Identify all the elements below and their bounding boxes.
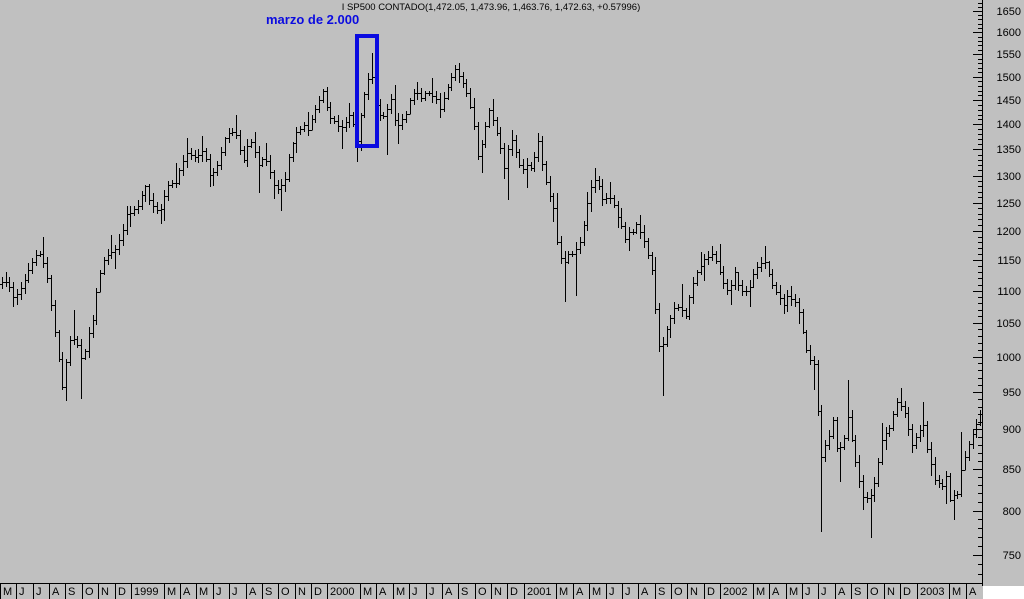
time-axis-label: N: [101, 586, 109, 598]
price-axis-label: 1050: [997, 318, 1021, 330]
time-axis-label: S: [461, 586, 468, 598]
time-axis-label: M: [3, 586, 12, 598]
time-axis-label: J: [216, 586, 222, 598]
time-axis-label: S: [658, 586, 665, 598]
bottom-right-corner: [983, 586, 1024, 599]
time-axis-label: O: [281, 586, 290, 598]
time-axis-label: D: [314, 586, 322, 598]
time-axis-label: M: [396, 586, 405, 598]
time-axis-label: O: [674, 586, 683, 598]
time-axis-label: O: [870, 586, 879, 598]
price-axis-label: 850: [1003, 464, 1021, 476]
time-axis-label: J: [609, 586, 615, 598]
price-axis-label: 1400: [997, 119, 1021, 131]
price-axis-label: 950: [1003, 387, 1021, 399]
time-axis-label: M: [199, 586, 208, 598]
time-axis-label: 2002: [723, 586, 747, 598]
time-axis-label: A: [445, 586, 453, 598]
time-axis-label: M: [363, 586, 372, 598]
time-axis-label: M: [592, 586, 601, 598]
time-axis-label: D: [118, 586, 126, 598]
price-axis-label: 1550: [997, 49, 1021, 61]
time-axis-label: D: [510, 586, 518, 598]
time-axis-label: M: [789, 586, 798, 598]
price-axis-label: 1650: [997, 6, 1021, 18]
annotation-marzo-2000-label[interactable]: marzo de 2.000: [266, 12, 360, 27]
time-axis-label: S: [854, 586, 861, 598]
time-axis-label: 2000: [330, 586, 354, 598]
price-axis-label: 1200: [997, 226, 1021, 238]
time-axis-label: J: [625, 586, 631, 598]
time-axis-label: J: [429, 586, 435, 598]
time-axis-label: O: [478, 586, 487, 598]
time-axis-label: A: [576, 586, 584, 598]
time-axis-label: O: [85, 586, 94, 598]
time-axis-label: J: [821, 586, 827, 598]
price-axis-label: 1350: [997, 144, 1021, 156]
time-axis-label: N: [887, 586, 895, 598]
price-axis-label: 1600: [997, 27, 1021, 39]
price-axis-label: 1500: [997, 72, 1021, 84]
price-axis-label: 800: [1003, 506, 1021, 518]
time-axis-label: 2003: [920, 586, 944, 598]
time-axis-label: A: [52, 586, 60, 598]
time-axis-label: D: [707, 586, 715, 598]
price-axis-label: 1300: [997, 171, 1021, 183]
time-axis-label: M: [756, 586, 765, 598]
time-axis-label: S: [265, 586, 272, 598]
price-axis-label: 1000: [997, 352, 1021, 364]
time-axis-label: J: [232, 586, 238, 598]
chart-title: I SP500 CONTADO(1,472.05, 1,473.96, 1,46…: [341, 2, 641, 13]
price-axis-label: 900: [1003, 424, 1021, 436]
time-axis-label: A: [183, 586, 191, 598]
time-axis-label: N: [494, 586, 502, 598]
time-axis-label: J: [412, 586, 418, 598]
time-axis-label: A: [379, 586, 387, 598]
time-axis-label: J: [19, 586, 25, 598]
price-axis-label: 1250: [997, 198, 1021, 210]
time-axis-label: A: [641, 586, 649, 598]
time-axis-label: A: [838, 586, 846, 598]
time-axis-label: A: [249, 586, 257, 598]
price-axis-label: 1100: [997, 286, 1021, 298]
time-axis-label: 2001: [527, 586, 551, 598]
time-axis-label: A: [772, 586, 780, 598]
price-axis-label: 1450: [997, 95, 1021, 107]
annotation-rectangle[interactable]: [355, 34, 379, 148]
time-axis-label: S: [68, 586, 75, 598]
time-axis-label: N: [690, 586, 698, 598]
time-axis-label: M: [952, 586, 961, 598]
time-axis-label: J: [805, 586, 811, 598]
time-axis-label: 1999: [134, 586, 158, 598]
time-axis-label: M: [559, 586, 568, 598]
price-axis-label: 750: [1003, 550, 1021, 562]
time-axis-label: M: [167, 586, 176, 598]
ohlc-bars: [0, 53, 983, 538]
time-axis-label: N: [298, 586, 306, 598]
time-axis-label: J: [36, 586, 42, 598]
time-axis-label: A: [969, 586, 977, 598]
time-axis-label: D: [903, 586, 911, 598]
price-axis-label: 1150: [997, 255, 1021, 267]
